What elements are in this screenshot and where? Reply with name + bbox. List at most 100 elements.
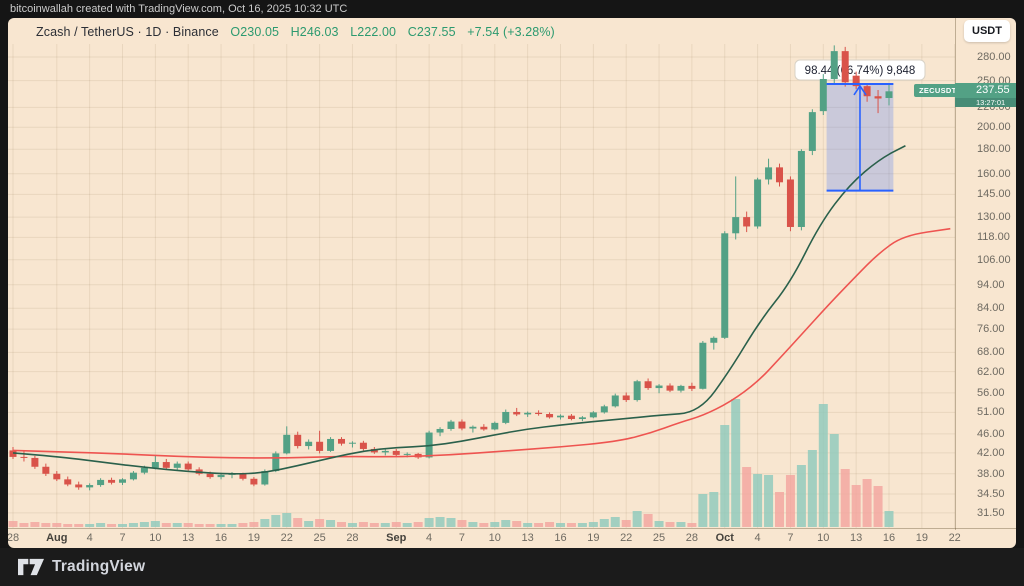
volume-bar: [599, 519, 609, 527]
candle-body: [765, 167, 773, 180]
price-tick: 46.00: [977, 427, 1005, 440]
volume-bar: [501, 520, 511, 527]
ohlc-value: 237.55: [416, 25, 456, 39]
volume-bar: [85, 524, 95, 527]
time-label: 16: [214, 532, 228, 544]
ohlc-label: L: [350, 25, 358, 39]
current-price-value: 237.55: [955, 83, 1016, 99]
symbol-title[interactable]: Zcash / TetherUS · 1D · Binance: [36, 25, 219, 39]
price-tick: 180.00: [977, 143, 1011, 156]
candle-body: [294, 434, 302, 447]
candle-body: [217, 474, 225, 478]
time-label: 10: [149, 532, 162, 544]
tradingview-logo-icon[interactable]: [18, 557, 44, 577]
volume-bar: [413, 522, 423, 527]
price-chart[interactable]: 98.44 (66.74%) 9,848: [8, 18, 955, 528]
ohlc-value: 230.05: [240, 25, 280, 39]
candle-body: [677, 385, 685, 391]
symbol-tag: ZECUSDT: [914, 84, 962, 98]
candle-body: [458, 421, 466, 429]
ohlc-open: O230.05: [230, 25, 279, 39]
volume-bar: [139, 522, 149, 527]
candle-body: [721, 233, 729, 338]
candle-body: [535, 412, 543, 415]
candle-body: [480, 426, 488, 430]
volume-bar: [194, 524, 204, 527]
time-label: 28: [346, 532, 359, 544]
volume-bar: [512, 521, 522, 527]
candle-body: [108, 479, 116, 483]
volume-bar: [8, 521, 18, 527]
candle-body: [305, 441, 313, 447]
time-label: Aug: [46, 532, 68, 544]
volume-bar: [687, 523, 697, 527]
time-axis[interactable]: 28 Aug 4 7 10 13 16 19 22 25 28 Sep 4 7 10 13 16 19 22 25 28…: [8, 528, 1016, 548]
candle-body: [31, 457, 39, 467]
candle-body: [655, 385, 663, 389]
volume-bar: [326, 520, 336, 527]
volume-bar: [161, 523, 171, 527]
volume-bar: [796, 465, 806, 527]
volume-bar: [665, 522, 675, 527]
ohlc-label: C: [407, 25, 417, 39]
volume-bar: [490, 522, 500, 527]
measure-tooltip: [794, 59, 926, 81]
volume-bar: [873, 486, 883, 527]
candle-body: [469, 426, 477, 429]
volume-bar: [402, 523, 412, 527]
volume-bar: [807, 450, 817, 527]
ohlc-high: H246.03: [291, 25, 339, 39]
candle-body: [885, 91, 893, 99]
volume-bar: [731, 399, 741, 527]
volume-bar: [676, 522, 686, 527]
volume-bar: [566, 523, 576, 527]
volume-bar: [74, 524, 84, 527]
candle-body: [140, 467, 148, 473]
price-axis[interactable]: 280.00 250.00 220.00 200.00 180.00 160.00 145.…: [955, 18, 1016, 530]
candle-body: [732, 217, 740, 234]
candle-body: [491, 422, 499, 430]
volume-bar: [63, 524, 73, 527]
time-label: 22: [948, 532, 961, 544]
volume-bar: [446, 518, 456, 527]
volume-bar: [249, 522, 259, 527]
candle-body: [392, 450, 400, 455]
ma-slow-line: [12, 227, 951, 459]
currency-toggle-button[interactable]: USDT: [964, 20, 1010, 42]
volume-bar: [183, 523, 193, 527]
candle-body: [75, 484, 83, 488]
volume-bar: [588, 522, 598, 527]
candle-body: [513, 411, 521, 415]
candle-body: [852, 75, 860, 87]
volume-bar: [150, 521, 160, 527]
volume-bar: [369, 523, 379, 527]
volume-bar: [523, 523, 533, 527]
footer-bar: TradingView: [0, 548, 1024, 586]
candle-body: [589, 412, 597, 418]
volume-bar: [468, 522, 478, 527]
volume-bar: [107, 524, 117, 527]
candle-body: [250, 478, 258, 485]
volume-bar: [435, 517, 445, 527]
candle-body: [622, 395, 630, 401]
price-tick: 68.00: [977, 346, 1005, 359]
price-tick: 42.00: [977, 446, 1005, 459]
volume-bar: [764, 475, 774, 527]
volume-bar: [19, 523, 29, 527]
candle-body: [283, 434, 291, 454]
time-label: 7: [458, 532, 465, 544]
ma-fast-line: [12, 145, 906, 475]
candle-body: [272, 453, 280, 472]
time-label: 16: [882, 532, 896, 544]
candle-body: [162, 462, 170, 468]
volume-bar: [698, 494, 708, 527]
ohlc-close: C237.55: [408, 25, 456, 39]
price-tick: 94.00: [977, 278, 1005, 291]
volume-bar: [337, 522, 346, 527]
ohlc-low: L222.00: [350, 25, 396, 39]
time-label: 13: [521, 532, 534, 544]
candle-body: [348, 442, 356, 444]
candle-body: [710, 337, 718, 343]
attribution-text: bitcoinwallah created with TradingView.c…: [10, 3, 348, 15]
price-tick: 56.00: [977, 386, 1005, 399]
